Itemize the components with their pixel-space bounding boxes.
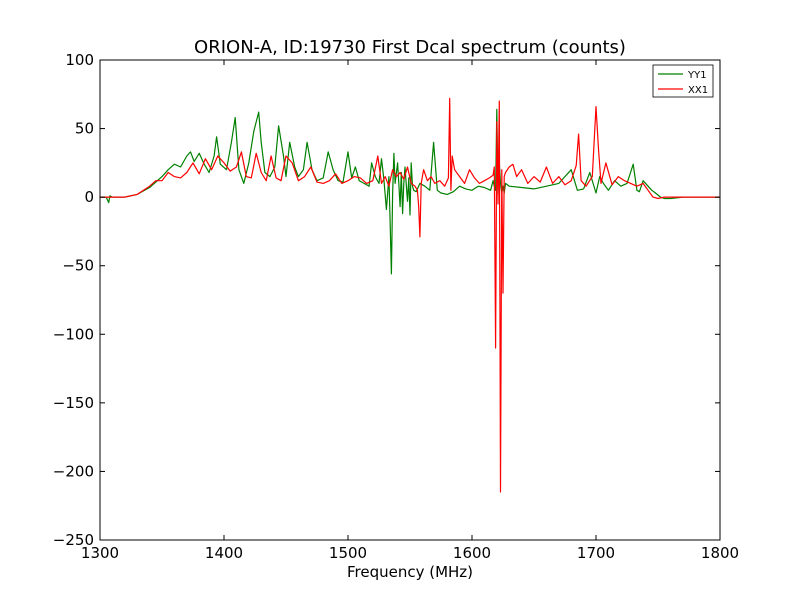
y-tick-label: −200 — [53, 462, 94, 480]
x-axis-label: Frequency (MHz) — [347, 563, 473, 581]
legend: YY1 XX1 — [652, 64, 714, 98]
series-line-yy1 — [100, 108, 720, 275]
plot-frame — [99, 59, 721, 541]
y-tick-label: 100 — [65, 51, 94, 69]
ticks-layer: 1300 1400 1500 1600 1700 1800 100 50 0 −50 −100 −15… — [53, 51, 739, 562]
legend-label-xx1: XX1 — [688, 85, 708, 96]
x-tick-label: 1800 — [701, 544, 739, 562]
y-tick-label: 50 — [75, 120, 94, 138]
series-line-xx1 — [100, 97, 720, 493]
y-tick-label: −150 — [53, 394, 94, 412]
series-layer — [100, 97, 720, 493]
y-tick-label: 0 — [84, 188, 94, 206]
legend-label-yy1: YY1 — [687, 70, 707, 81]
x-tick-label: 1300 — [81, 544, 119, 562]
x-tick-label: 1500 — [329, 544, 367, 562]
legend-box — [652, 64, 714, 98]
x-tick-label: 1700 — [577, 544, 615, 562]
y-tick-label: −50 — [62, 257, 94, 275]
x-tick-label: 1600 — [453, 544, 491, 562]
y-tick-label: −250 — [53, 531, 94, 549]
x-tick-label: 1400 — [205, 544, 243, 562]
y-tick-label: −100 — [53, 325, 94, 343]
chart-title: ORION-A, ID:19730 First Dcal spectrum (c… — [194, 37, 626, 58]
